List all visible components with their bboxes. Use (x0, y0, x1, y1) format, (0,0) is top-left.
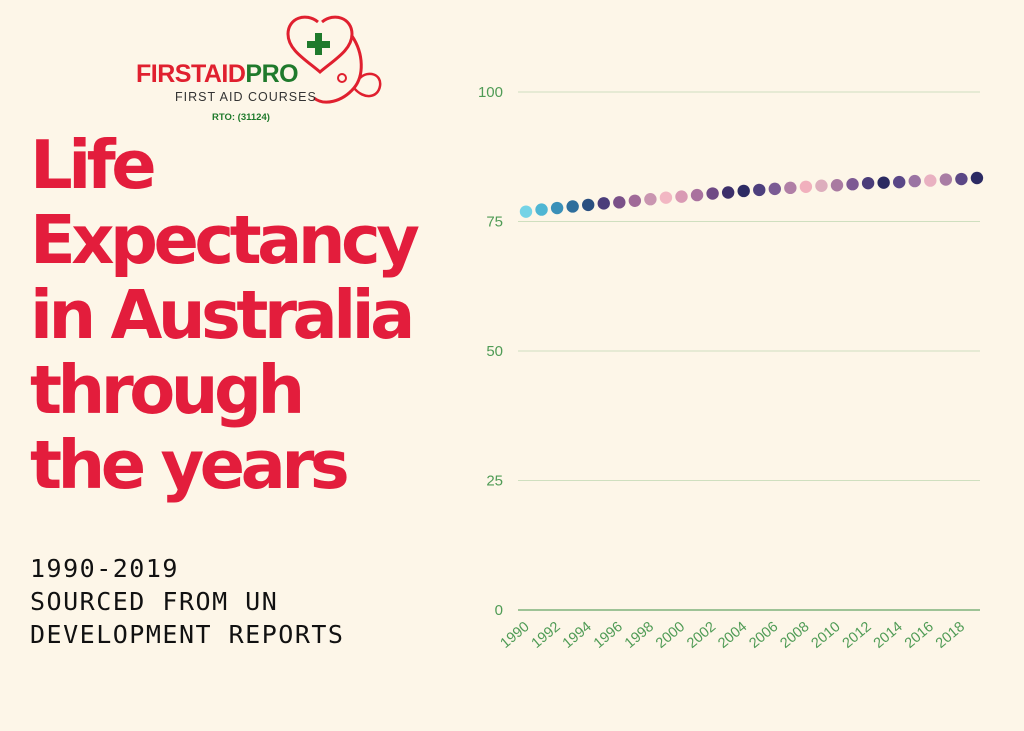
subtitle-source-2: DEVELOPMENT REPORTS (30, 620, 345, 649)
subtitle: 1990-2019 SOURCED FROM UN DEVELOPMENT RE… (30, 552, 344, 651)
data-point (706, 187, 719, 200)
data-point (877, 176, 890, 189)
x-tick-label: 2016 (902, 619, 937, 652)
y-tick-labels: 0 25 50 75 100 (478, 84, 503, 619)
data-point (815, 179, 828, 192)
y-tick-label: 100 (478, 84, 503, 101)
data-point (846, 178, 859, 191)
title-line-5: the years (30, 426, 350, 504)
x-tick-label: 2010 (809, 619, 844, 652)
data-point (550, 201, 564, 215)
data-point (566, 200, 579, 213)
data-point (582, 198, 595, 212)
data-point (659, 191, 673, 204)
title-line-1: Life (30, 126, 157, 204)
data-point (970, 171, 984, 185)
x-tick-label: 2008 (777, 619, 812, 652)
data-point (675, 190, 688, 203)
data-point (768, 182, 781, 196)
data-point (955, 172, 968, 186)
x-tick-label: 2006 (746, 619, 781, 652)
grid-lines (518, 91, 980, 611)
subtitle-source-1: SOURCED FROM UN (30, 587, 279, 616)
x-tick-label: 1994 (560, 619, 595, 652)
data-point (644, 193, 657, 206)
data-point (535, 203, 548, 216)
data-point (939, 173, 953, 186)
x-tick-labels: 1990199219941996199820002002200420062008… (498, 619, 968, 652)
x-tick-label: 1990 (498, 619, 533, 652)
x-tick-label: 2018 (933, 619, 968, 652)
x-tick-label: 2012 (840, 619, 875, 652)
x-tick-label: 2002 (684, 619, 719, 652)
heart-stethoscope-icon (286, 15, 382, 104)
data-point (908, 174, 921, 188)
y-tick-label: 75 (486, 214, 503, 231)
x-tick-label: 1992 (529, 619, 564, 652)
data-point (924, 174, 937, 187)
title-line-4: through (30, 351, 305, 429)
data-point (628, 194, 642, 207)
data-point (861, 176, 875, 190)
x-tick-label: 2000 (653, 619, 688, 652)
data-point (721, 186, 735, 199)
data-point (753, 183, 766, 197)
subtitle-years: 1990-2019 (30, 554, 179, 583)
x-tick-label: 1998 (622, 619, 657, 652)
data-point (613, 196, 626, 209)
y-tick-label: 25 (486, 473, 503, 490)
brand-pro: PRO (245, 60, 299, 88)
page-title: Life Expectancy in Australia through the… (30, 128, 480, 503)
data-point (830, 179, 844, 192)
rto-number: RTO: (31124) (212, 112, 270, 123)
data-point (784, 181, 797, 195)
data-point (893, 175, 906, 189)
brand-name: FIRSTAIDPRO (136, 60, 299, 88)
y-tick-label: 0 (495, 602, 503, 619)
data-point (690, 188, 704, 202)
data-point (737, 184, 750, 198)
brand-tagline: FIRST AID COURSES (175, 90, 317, 104)
title-line-3: in Australia (30, 276, 415, 354)
x-tick-label: 1996 (591, 619, 626, 652)
x-tick-label: 2014 (871, 619, 906, 652)
x-tick-label: 2004 (715, 619, 750, 652)
data-point (597, 197, 610, 210)
data-point (799, 180, 813, 193)
brand-firstaid: FIRSTAID (136, 60, 246, 88)
data-points (519, 171, 984, 218)
firstaidpro-logo: FIRSTAIDPRO FIRST AID COURSES RTO: (3112… (128, 14, 388, 132)
title-line-2: Expectancy (30, 201, 420, 279)
y-tick-label: 50 (486, 343, 503, 360)
data-point (519, 205, 533, 218)
